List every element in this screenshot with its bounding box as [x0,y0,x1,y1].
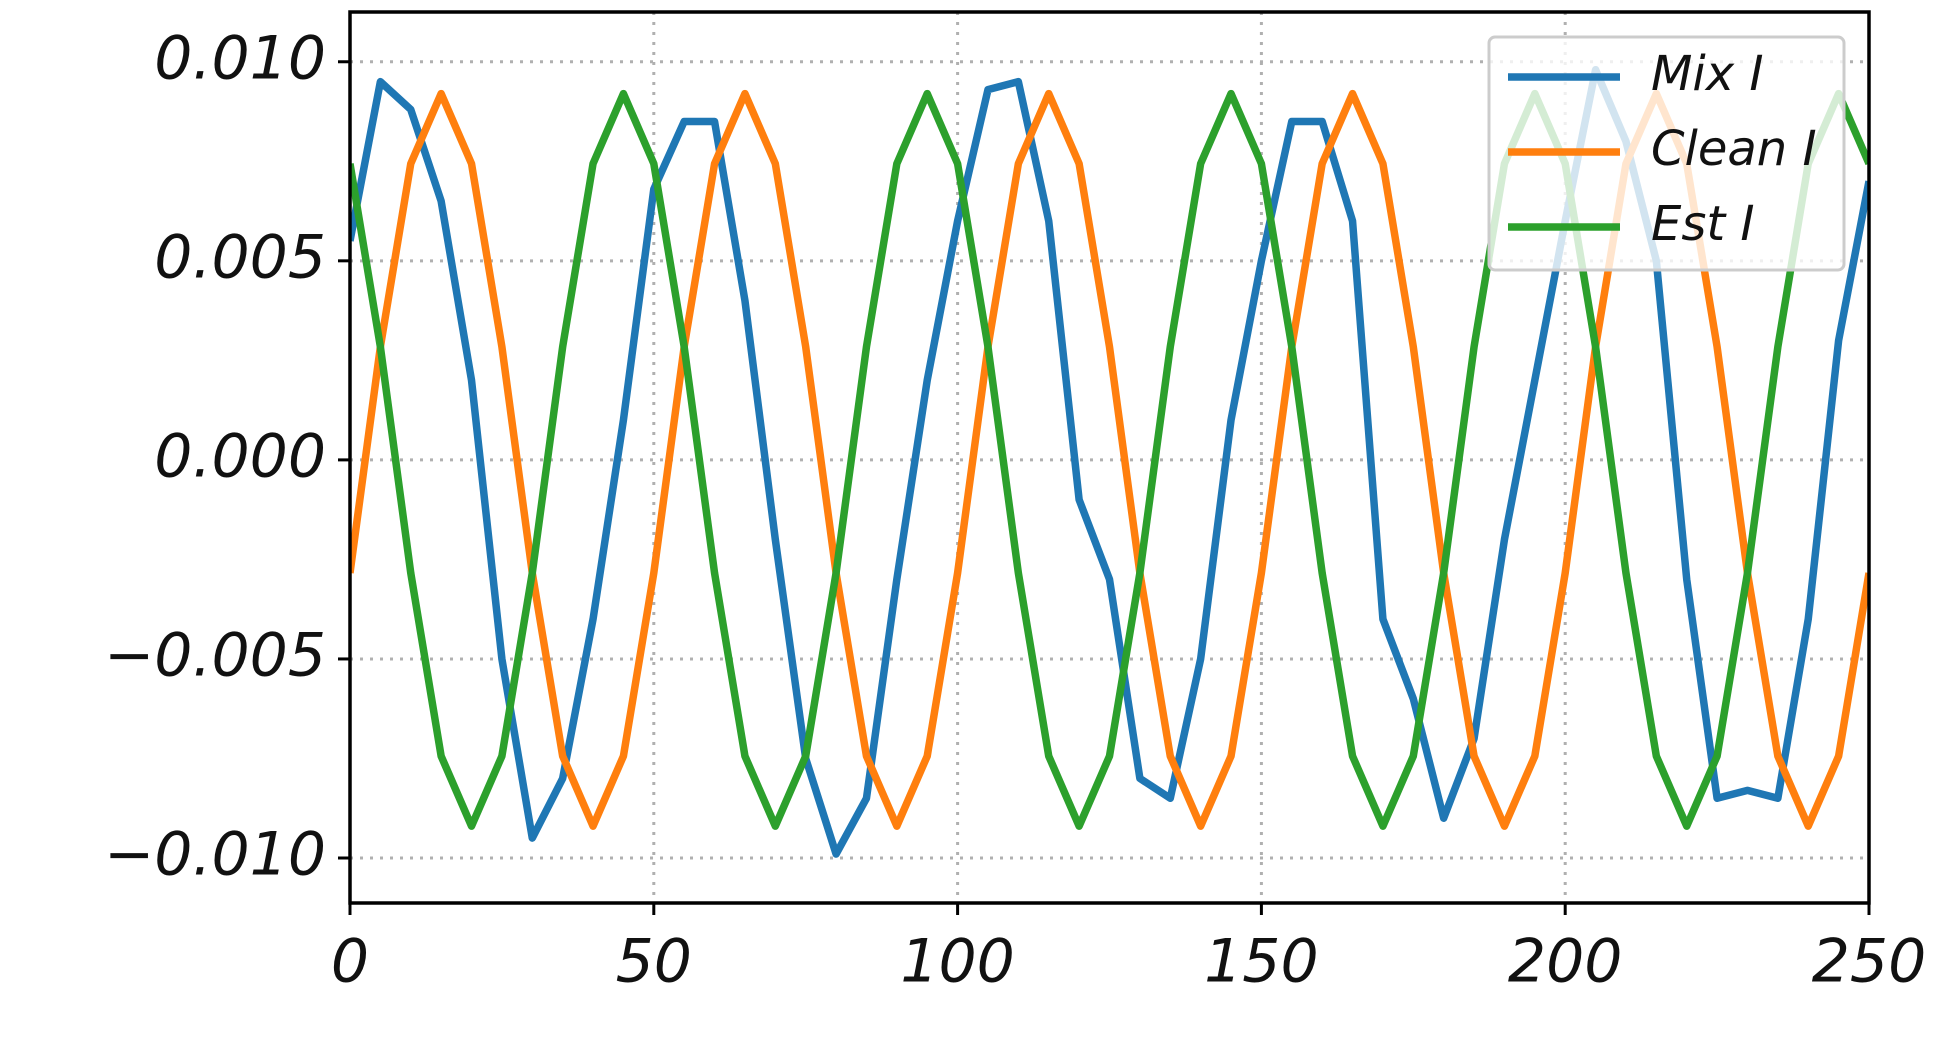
x-tick-label: 200 [1508,927,1623,997]
y-tick-label: −0.005 [104,621,326,691]
x-tick-label: 0 [331,927,369,997]
y-tick-label: 0.010 [154,23,326,93]
series-line [350,89,1869,830]
x-tick-label: 100 [900,927,1015,997]
legend-label: Mix I [1651,46,1764,102]
plot-frame [348,10,1871,905]
y-tick-label: 0.000 [154,421,326,491]
legend-box [1487,35,1846,272]
x-tick-label: 50 [616,927,692,997]
x-tick-label: 150 [1204,927,1319,997]
x-tick-label: 250 [1812,927,1927,997]
legend-label: Est I [1651,196,1755,252]
y-tick-label: 0.005 [154,222,326,292]
legend-label: Clean I [1651,121,1817,177]
y-tick-label: −0.010 [104,820,326,890]
